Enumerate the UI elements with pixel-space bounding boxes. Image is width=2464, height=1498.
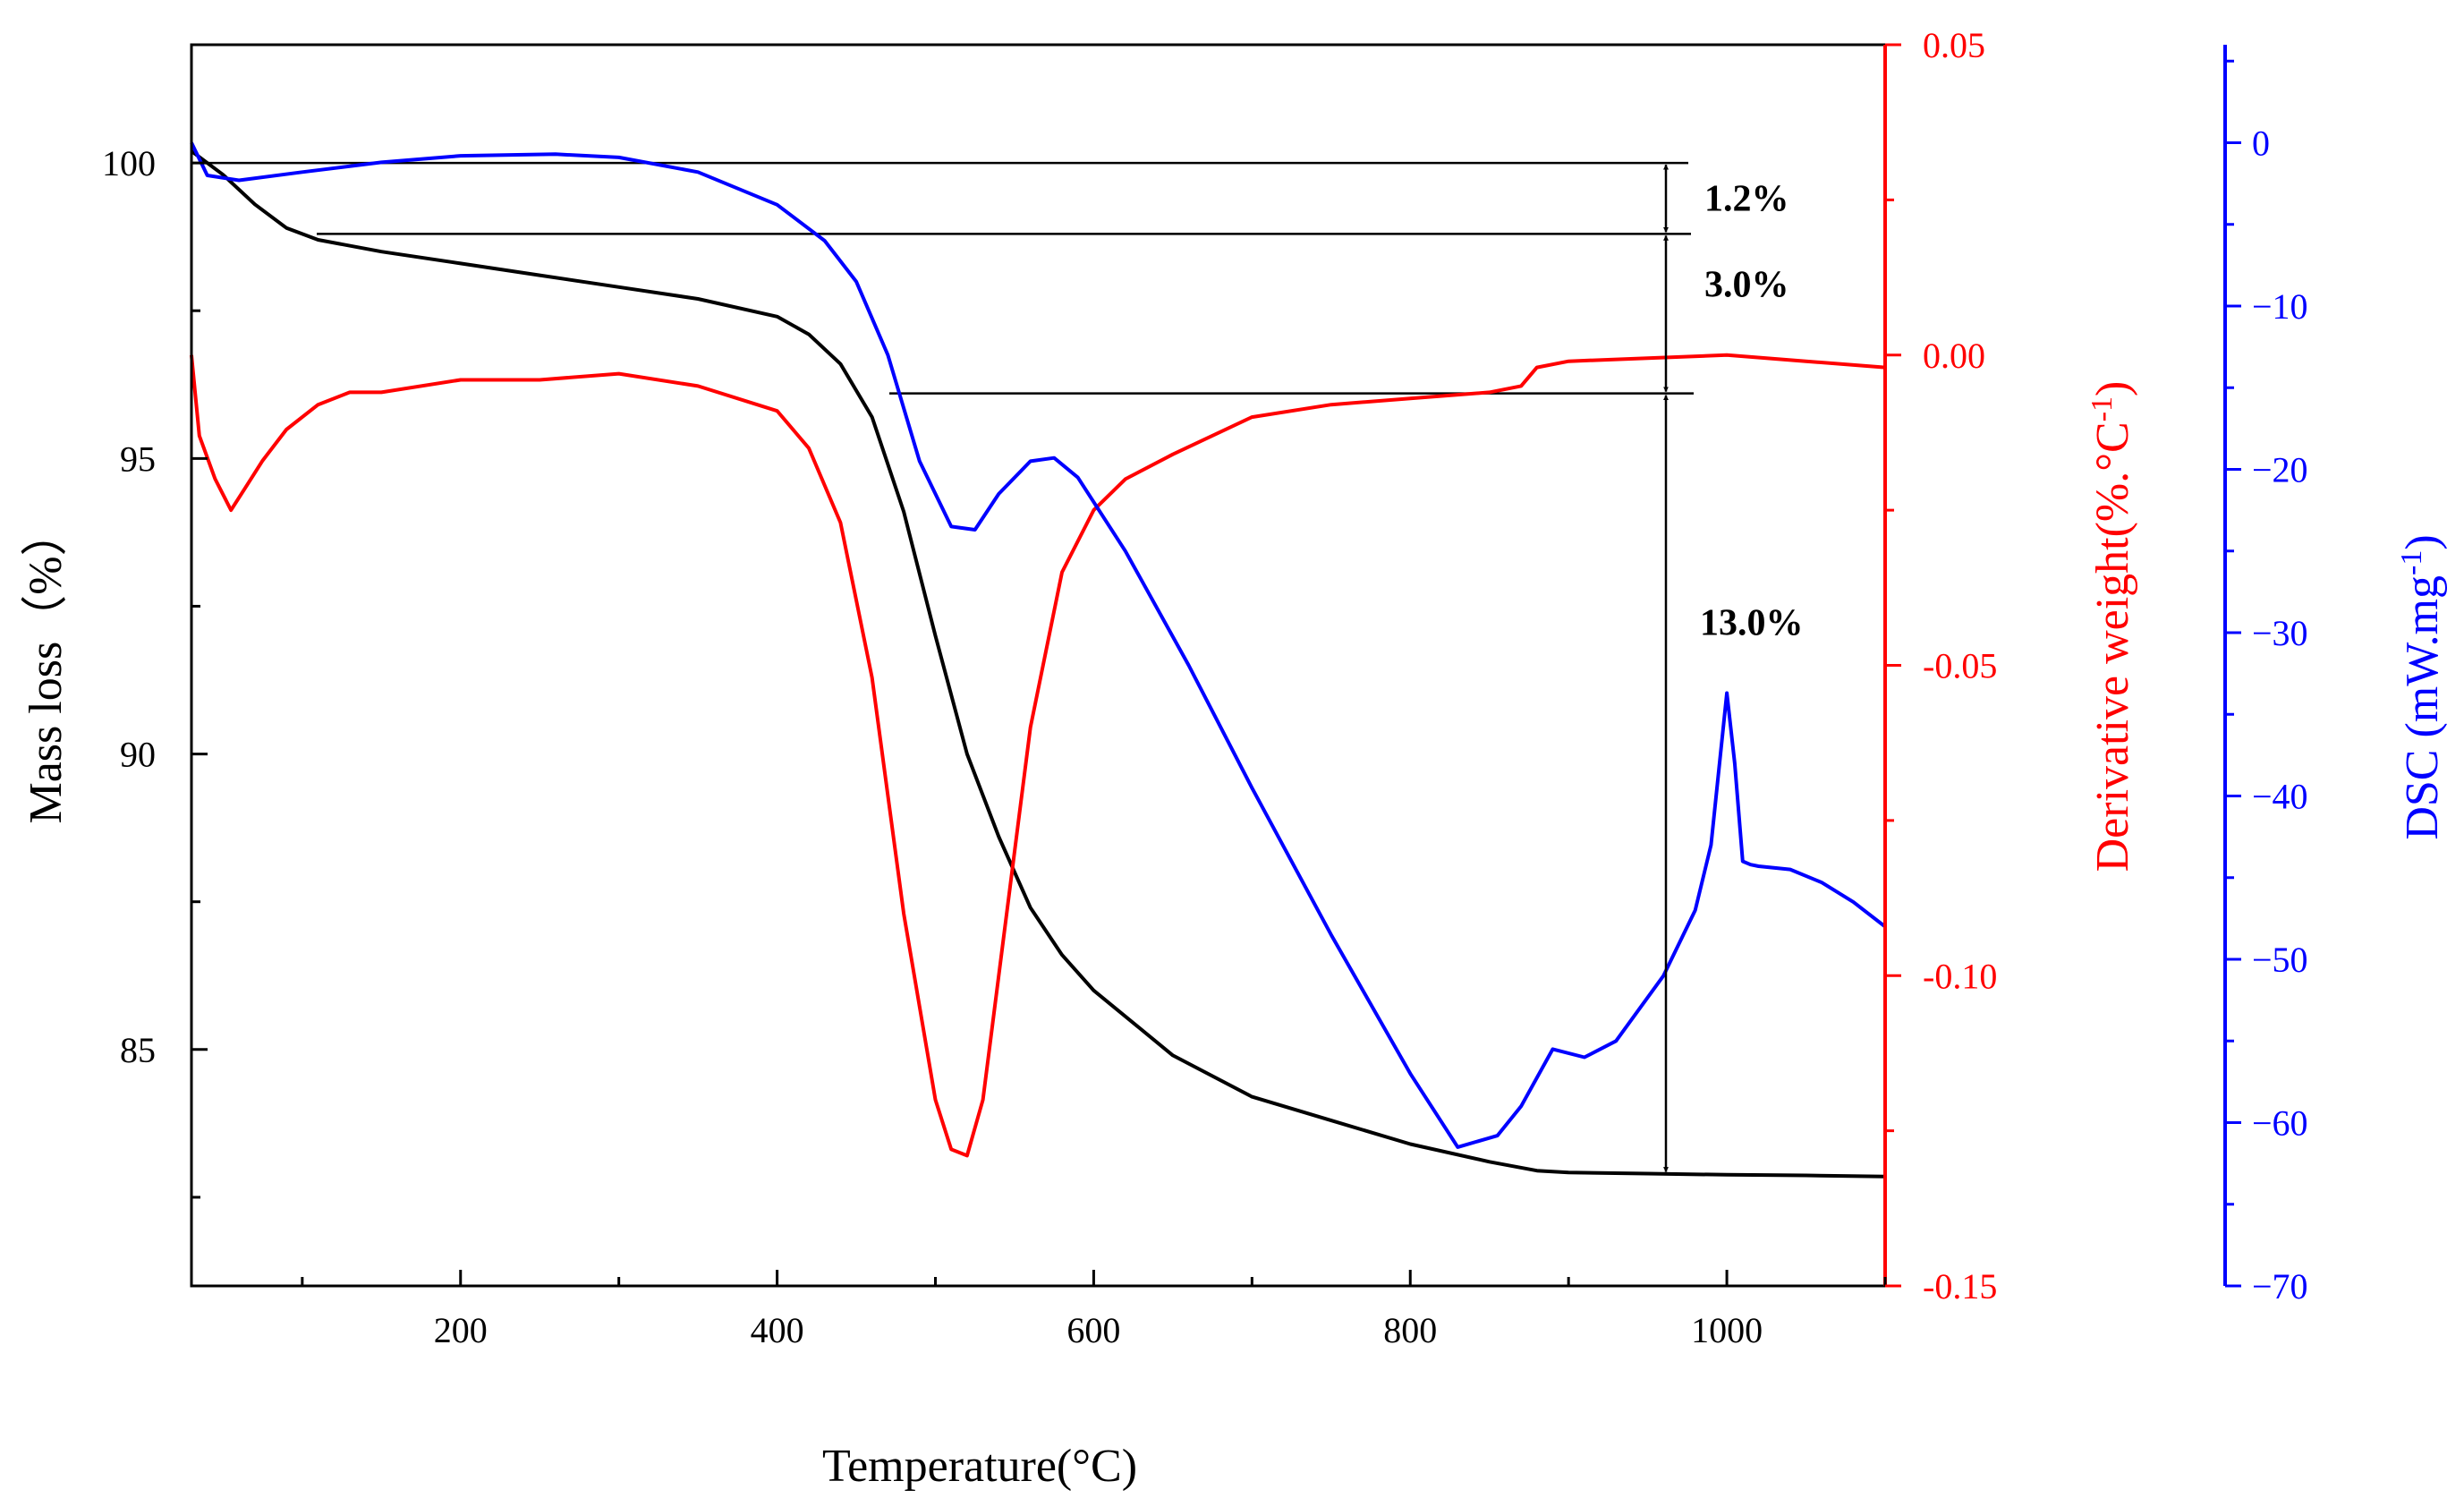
derivative-tick-label: -0.10 xyxy=(1923,956,1997,996)
dsc-tick-label: −60 xyxy=(2252,1103,2308,1144)
left-tick-label: 90 xyxy=(120,735,156,775)
x-tick-label: 1000 xyxy=(1691,1310,1763,1350)
derivative-axis-title-main: Derivative weight(%.°C xyxy=(2087,421,2138,872)
dsc-axis-title: DSC (mW.mg-1) xyxy=(2395,534,2448,839)
step-annotations: 1.2% 3.0% 13.0% xyxy=(1663,164,1804,1173)
dsc-tick-label: −10 xyxy=(2252,286,2308,327)
dsc-tick-label: 0 xyxy=(2252,123,2270,164)
derivative-axis-ticks: 0.05 0.00 -0.05 -0.10 -0.15 xyxy=(1885,25,1997,1306)
series-line-left xyxy=(190,149,1886,1179)
dsc-tick-label: −20 xyxy=(2252,450,2308,490)
dsc-tick-label: −70 xyxy=(2252,1266,2308,1306)
series-line-right2 xyxy=(190,141,1887,1149)
left-tick-label: 100 xyxy=(102,143,156,183)
dsc-tick-label: −40 xyxy=(2252,777,2308,817)
x-axis-title: Temperature(°C) xyxy=(822,1441,1137,1492)
dsc-axis-ticks: 0 −10 −20 −30 −40 −50 −60 −70 xyxy=(2225,59,2308,1306)
derivative-tick-label: 0.05 xyxy=(1923,25,1985,65)
step-label: 13.0% xyxy=(1700,603,1804,644)
derivative-axis-title-close: ) xyxy=(2087,381,2138,396)
left-axis-ticks: 85 90 95 100 xyxy=(102,143,208,1199)
dsc-axis-title-close: ) xyxy=(2397,534,2448,549)
x-axis-ticks: 200 400 600 800 1000 xyxy=(301,1270,1887,1350)
derivative-axis-title: Derivative weight(%.°C-1) xyxy=(2086,381,2138,872)
derivative-tick-label: -0.05 xyxy=(1923,646,1997,686)
derivative-tick-label: -0.15 xyxy=(1923,1266,1997,1306)
step-label: 1.2% xyxy=(1704,179,1789,220)
series-line-right1 xyxy=(190,353,1886,1158)
dsc-axis-title-sup: -1 xyxy=(2395,550,2428,575)
data-series xyxy=(190,141,1887,1179)
dsc-tick-label: −30 xyxy=(2252,613,2308,653)
x-tick-label: 400 xyxy=(751,1310,804,1350)
dsc-axis-title-main: DSC (mW.mg xyxy=(2397,575,2448,840)
x-tick-label: 800 xyxy=(1383,1310,1437,1350)
left-tick-label: 85 xyxy=(120,1030,156,1070)
x-tick-label: 200 xyxy=(434,1310,488,1350)
plot-frame xyxy=(190,43,1887,1288)
dsc-tick-label: −50 xyxy=(2252,940,2308,980)
reference-lines xyxy=(191,161,1694,395)
x-tick-label: 600 xyxy=(1066,1310,1120,1350)
derivative-axis-title-sup: -1 xyxy=(2086,396,2119,421)
derivative-tick-label: 0.00 xyxy=(1923,336,1985,376)
step-label: 3.0% xyxy=(1704,264,1789,305)
left-tick-label: 95 xyxy=(120,438,156,479)
left-axis-title: Mass loss（%） xyxy=(21,509,72,823)
